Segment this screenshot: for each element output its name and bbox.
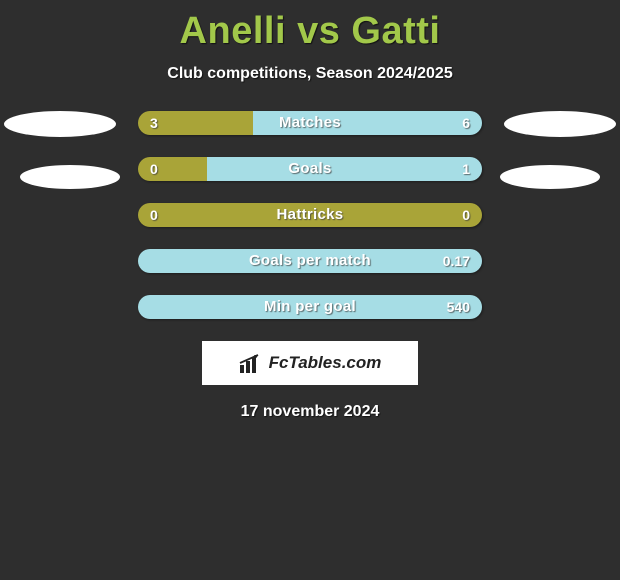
logo-text: FcTables.com — [269, 353, 382, 373]
left-oval — [4, 111, 116, 137]
stat-label: Matches — [138, 111, 482, 135]
left-oval — [20, 165, 120, 189]
stat-label: Min per goal — [138, 295, 482, 319]
right-oval — [504, 111, 616, 137]
page-title: Anelli vs Gatti — [0, 0, 620, 53]
stat-row: 01Goals — [138, 157, 482, 181]
stat-row: 540Min per goal — [138, 295, 482, 319]
stat-label: Hattricks — [138, 203, 482, 227]
stat-label: Goals — [138, 157, 482, 181]
stat-row: 00Hattricks — [138, 203, 482, 227]
right-oval — [500, 165, 600, 189]
bars-icon — [239, 353, 263, 373]
stat-label: Goals per match — [138, 249, 482, 273]
stat-row: 36Matches — [138, 111, 482, 135]
fctables-logo: FcTables.com — [202, 341, 418, 385]
stat-row: 0.17Goals per match — [138, 249, 482, 273]
page-subtitle: Club competitions, Season 2024/2025 — [0, 65, 620, 83]
comparison-chart: 36Matches 01Goals 00Hattricks 0.17Goals per… — [0, 111, 620, 319]
date-text: 17 november 2024 — [0, 403, 620, 421]
